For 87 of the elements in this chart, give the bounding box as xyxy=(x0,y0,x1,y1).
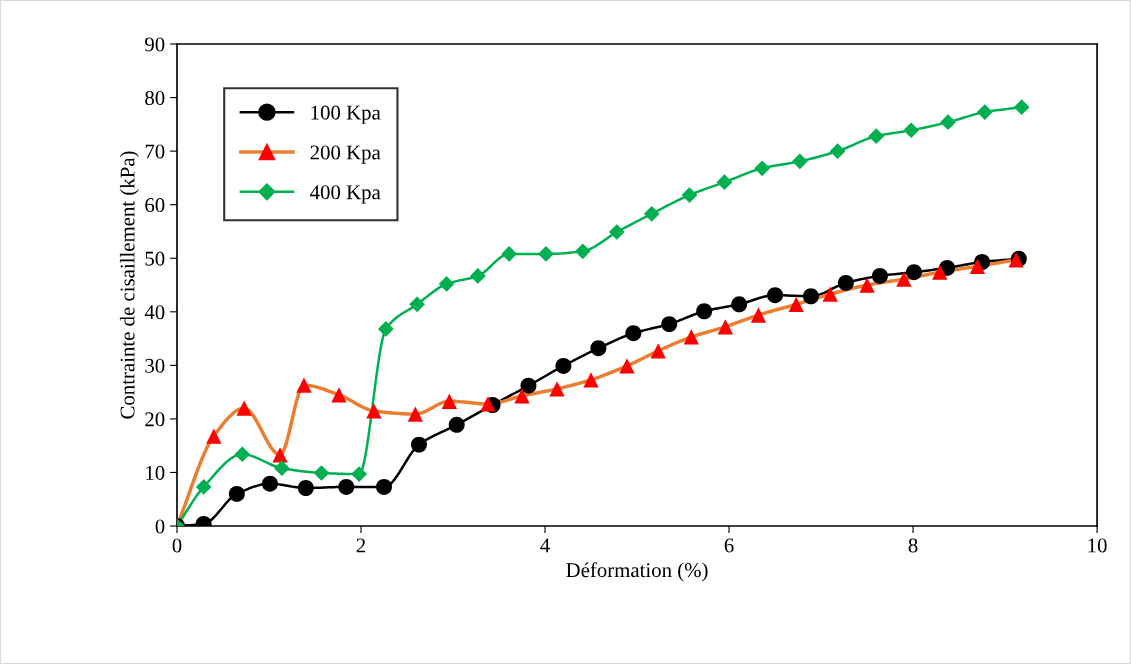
y-tick-label: 0 xyxy=(155,519,165,534)
point xyxy=(681,187,698,203)
point xyxy=(868,128,885,144)
point xyxy=(480,396,496,412)
point xyxy=(206,428,222,444)
point xyxy=(969,258,986,274)
point xyxy=(754,160,771,177)
point xyxy=(750,307,767,323)
x-tick-label: 10 xyxy=(1088,538,1107,553)
point xyxy=(261,475,278,492)
point xyxy=(195,479,212,495)
point xyxy=(802,288,819,305)
y-tick-label: 30 xyxy=(145,358,165,373)
y-tick-label: 80 xyxy=(145,90,165,106)
point xyxy=(932,264,948,280)
y-tick-label: 40 xyxy=(144,305,165,320)
point xyxy=(696,303,713,320)
point xyxy=(297,480,314,496)
point xyxy=(407,406,423,422)
legend-label: 200 Kpa xyxy=(310,145,381,164)
y-tick-label: 70 xyxy=(145,144,165,159)
point xyxy=(274,460,290,477)
point xyxy=(520,377,537,394)
point xyxy=(448,416,465,433)
x-tick-label: 4 xyxy=(540,538,550,553)
y-tick-label: 50 xyxy=(145,251,165,266)
point xyxy=(619,358,635,374)
point xyxy=(788,296,804,312)
point xyxy=(822,286,838,302)
y-tick-label: 10 xyxy=(146,465,165,480)
x-axis-title: Déformation (%) xyxy=(566,562,708,582)
point xyxy=(378,321,394,337)
point xyxy=(351,466,368,482)
point xyxy=(228,485,245,502)
point xyxy=(643,205,660,222)
x-tick-label: 8 xyxy=(908,538,918,553)
point xyxy=(896,271,912,287)
point xyxy=(555,357,572,374)
y-tick-label: 20 xyxy=(145,412,165,427)
point xyxy=(905,264,922,281)
point xyxy=(731,296,748,313)
point xyxy=(313,465,330,481)
point xyxy=(538,246,554,262)
point xyxy=(366,403,382,419)
point xyxy=(590,340,607,357)
point xyxy=(608,224,625,240)
point xyxy=(716,174,733,191)
point xyxy=(683,329,699,345)
point xyxy=(296,377,312,393)
x-tick-label: 0 xyxy=(172,538,182,553)
point xyxy=(236,400,252,416)
point xyxy=(625,325,642,342)
point xyxy=(331,387,347,403)
point xyxy=(501,246,517,262)
point xyxy=(829,143,846,159)
point xyxy=(338,478,355,495)
point xyxy=(767,287,784,304)
point xyxy=(650,343,666,359)
point xyxy=(837,274,854,291)
x-tick-label: 6 xyxy=(724,538,734,553)
point xyxy=(234,446,251,463)
point xyxy=(903,122,920,139)
point xyxy=(438,276,455,292)
point xyxy=(859,277,875,293)
x-tick-label: 2 xyxy=(356,538,366,553)
point xyxy=(410,436,427,453)
y-tick-label: 60 xyxy=(145,198,165,213)
point xyxy=(871,267,888,284)
y-tick-label: 90 xyxy=(145,37,165,52)
point xyxy=(441,393,457,409)
y-axis-title: Contrainte de cisaillement (kPa) xyxy=(119,151,139,419)
point xyxy=(376,478,392,495)
point xyxy=(574,243,591,260)
point xyxy=(272,447,288,463)
point xyxy=(549,381,565,397)
legend-label: 100 Kpa xyxy=(311,105,381,124)
point xyxy=(792,153,808,170)
point xyxy=(717,319,733,335)
point xyxy=(514,388,530,404)
point xyxy=(661,316,678,333)
point xyxy=(940,114,956,131)
point xyxy=(409,296,425,313)
point xyxy=(583,372,599,388)
point xyxy=(1013,99,1030,116)
point xyxy=(470,268,486,284)
legend-label: 400 Kpa xyxy=(310,185,381,204)
point xyxy=(976,104,993,120)
